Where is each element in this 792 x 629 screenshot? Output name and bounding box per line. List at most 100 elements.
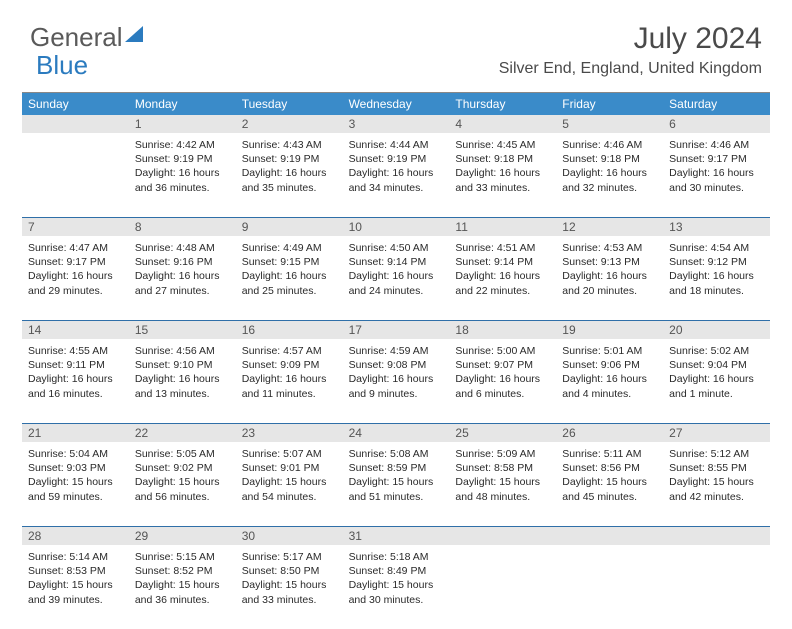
day-cell: Sunrise: 4:56 AMSunset: 9:10 PMDaylight:…	[129, 339, 236, 423]
day-cell: Sunrise: 4:49 AMSunset: 9:15 PMDaylight:…	[236, 236, 343, 320]
day-info: Sunrise: 4:49 AMSunset: 9:15 PMDaylight:…	[242, 241, 337, 298]
day-info: Sunrise: 4:44 AMSunset: 9:19 PMDaylight:…	[349, 138, 444, 195]
day-cell: Sunrise: 5:15 AMSunset: 8:52 PMDaylight:…	[129, 545, 236, 629]
day-cell: Sunrise: 4:54 AMSunset: 9:12 PMDaylight:…	[663, 236, 770, 320]
day-number: 29	[129, 527, 236, 545]
day-info: Sunrise: 4:43 AMSunset: 9:19 PMDaylight:…	[242, 138, 337, 195]
day-label: Saturday	[663, 93, 770, 115]
day-cell: Sunrise: 5:02 AMSunset: 9:04 PMDaylight:…	[663, 339, 770, 423]
day-cell: Sunrise: 5:00 AMSunset: 9:07 PMDaylight:…	[449, 339, 556, 423]
week-row: Sunrise: 4:47 AMSunset: 9:17 PMDaylight:…	[22, 236, 770, 321]
week-row: Sunrise: 5:04 AMSunset: 9:03 PMDaylight:…	[22, 442, 770, 527]
week-row: Sunrise: 4:55 AMSunset: 9:11 PMDaylight:…	[22, 339, 770, 424]
day-cell	[22, 133, 129, 217]
calendar: Sunday Monday Tuesday Wednesday Thursday…	[22, 92, 770, 629]
day-info: Sunrise: 5:12 AMSunset: 8:55 PMDaylight:…	[669, 447, 764, 504]
day-number: 6	[663, 115, 770, 133]
day-cell: Sunrise: 4:53 AMSunset: 9:13 PMDaylight:…	[556, 236, 663, 320]
day-number: 5	[556, 115, 663, 133]
day-cell: Sunrise: 5:14 AMSunset: 8:53 PMDaylight:…	[22, 545, 129, 629]
day-cell: Sunrise: 4:59 AMSunset: 9:08 PMDaylight:…	[343, 339, 450, 423]
day-cell: Sunrise: 5:05 AMSunset: 9:02 PMDaylight:…	[129, 442, 236, 526]
daynum-row: 21222324252627	[22, 424, 770, 442]
day-cell: Sunrise: 4:48 AMSunset: 9:16 PMDaylight:…	[129, 236, 236, 320]
day-number: 14	[22, 321, 129, 339]
day-info: Sunrise: 5:02 AMSunset: 9:04 PMDaylight:…	[669, 344, 764, 401]
day-number	[449, 527, 556, 545]
day-number: 31	[343, 527, 450, 545]
day-cell: Sunrise: 4:47 AMSunset: 9:17 PMDaylight:…	[22, 236, 129, 320]
day-info: Sunrise: 5:05 AMSunset: 9:02 PMDaylight:…	[135, 447, 230, 504]
day-label: Monday	[129, 93, 236, 115]
day-cell: Sunrise: 5:17 AMSunset: 8:50 PMDaylight:…	[236, 545, 343, 629]
day-info: Sunrise: 4:45 AMSunset: 9:18 PMDaylight:…	[455, 138, 550, 195]
day-cell: Sunrise: 4:43 AMSunset: 9:19 PMDaylight:…	[236, 133, 343, 217]
day-number: 26	[556, 424, 663, 442]
day-number: 18	[449, 321, 556, 339]
day-number: 1	[129, 115, 236, 133]
day-number	[663, 527, 770, 545]
day-cell	[449, 545, 556, 629]
day-cell: Sunrise: 5:01 AMSunset: 9:06 PMDaylight:…	[556, 339, 663, 423]
title-block: July 2024 Silver End, England, United Ki…	[499, 22, 762, 78]
day-info: Sunrise: 4:59 AMSunset: 9:08 PMDaylight:…	[349, 344, 444, 401]
day-number: 19	[556, 321, 663, 339]
month-title: July 2024	[499, 22, 762, 56]
day-info: Sunrise: 4:46 AMSunset: 9:17 PMDaylight:…	[669, 138, 764, 195]
day-info: Sunrise: 4:46 AMSunset: 9:18 PMDaylight:…	[562, 138, 657, 195]
day-info: Sunrise: 4:57 AMSunset: 9:09 PMDaylight:…	[242, 344, 337, 401]
day-number: 20	[663, 321, 770, 339]
day-info: Sunrise: 4:54 AMSunset: 9:12 PMDaylight:…	[669, 241, 764, 298]
day-info: Sunrise: 4:47 AMSunset: 9:17 PMDaylight:…	[28, 241, 123, 298]
daynum-row: 14151617181920	[22, 321, 770, 339]
day-number: 25	[449, 424, 556, 442]
day-info: Sunrise: 4:55 AMSunset: 9:11 PMDaylight:…	[28, 344, 123, 401]
day-cell: Sunrise: 5:12 AMSunset: 8:55 PMDaylight:…	[663, 442, 770, 526]
day-info: Sunrise: 4:48 AMSunset: 9:16 PMDaylight:…	[135, 241, 230, 298]
day-info: Sunrise: 4:51 AMSunset: 9:14 PMDaylight:…	[455, 241, 550, 298]
day-info: Sunrise: 5:18 AMSunset: 8:49 PMDaylight:…	[349, 550, 444, 607]
day-number: 8	[129, 218, 236, 236]
day-number: 17	[343, 321, 450, 339]
day-info: Sunrise: 5:15 AMSunset: 8:52 PMDaylight:…	[135, 550, 230, 607]
day-cell: Sunrise: 4:51 AMSunset: 9:14 PMDaylight:…	[449, 236, 556, 320]
day-info: Sunrise: 5:14 AMSunset: 8:53 PMDaylight:…	[28, 550, 123, 607]
day-number: 22	[129, 424, 236, 442]
day-label: Wednesday	[343, 93, 450, 115]
day-number: 23	[236, 424, 343, 442]
day-cell: Sunrise: 5:18 AMSunset: 8:49 PMDaylight:…	[343, 545, 450, 629]
day-cell: Sunrise: 4:55 AMSunset: 9:11 PMDaylight:…	[22, 339, 129, 423]
day-info: Sunrise: 4:42 AMSunset: 9:19 PMDaylight:…	[135, 138, 230, 195]
day-label: Friday	[556, 93, 663, 115]
day-cell: Sunrise: 5:11 AMSunset: 8:56 PMDaylight:…	[556, 442, 663, 526]
day-number: 11	[449, 218, 556, 236]
day-info: Sunrise: 5:17 AMSunset: 8:50 PMDaylight:…	[242, 550, 337, 607]
day-cell	[663, 545, 770, 629]
day-number: 13	[663, 218, 770, 236]
day-cell: Sunrise: 4:46 AMSunset: 9:17 PMDaylight:…	[663, 133, 770, 217]
day-info: Sunrise: 5:00 AMSunset: 9:07 PMDaylight:…	[455, 344, 550, 401]
day-number: 16	[236, 321, 343, 339]
day-number: 27	[663, 424, 770, 442]
daynum-row: 123456	[22, 115, 770, 133]
weeks-container: 123456Sunrise: 4:42 AMSunset: 9:19 PMDay…	[22, 115, 770, 629]
daynum-row: 28293031	[22, 527, 770, 545]
day-number: 28	[22, 527, 129, 545]
day-label: Tuesday	[236, 93, 343, 115]
day-info: Sunrise: 5:04 AMSunset: 9:03 PMDaylight:…	[28, 447, 123, 504]
day-info: Sunrise: 5:07 AMSunset: 9:01 PMDaylight:…	[242, 447, 337, 504]
day-cell	[556, 545, 663, 629]
day-info: Sunrise: 4:53 AMSunset: 9:13 PMDaylight:…	[562, 241, 657, 298]
day-number	[22, 115, 129, 133]
day-info: Sunrise: 5:08 AMSunset: 8:59 PMDaylight:…	[349, 447, 444, 504]
day-cell: Sunrise: 4:44 AMSunset: 9:19 PMDaylight:…	[343, 133, 450, 217]
day-number: 24	[343, 424, 450, 442]
day-label: Thursday	[449, 93, 556, 115]
day-number: 4	[449, 115, 556, 133]
day-number: 30	[236, 527, 343, 545]
day-cell: Sunrise: 5:07 AMSunset: 9:01 PMDaylight:…	[236, 442, 343, 526]
header: General July 2024 Silver End, England, U…	[0, 0, 792, 86]
brand-logo: General	[30, 22, 143, 53]
day-cell: Sunrise: 5:04 AMSunset: 9:03 PMDaylight:…	[22, 442, 129, 526]
day-number: 3	[343, 115, 450, 133]
